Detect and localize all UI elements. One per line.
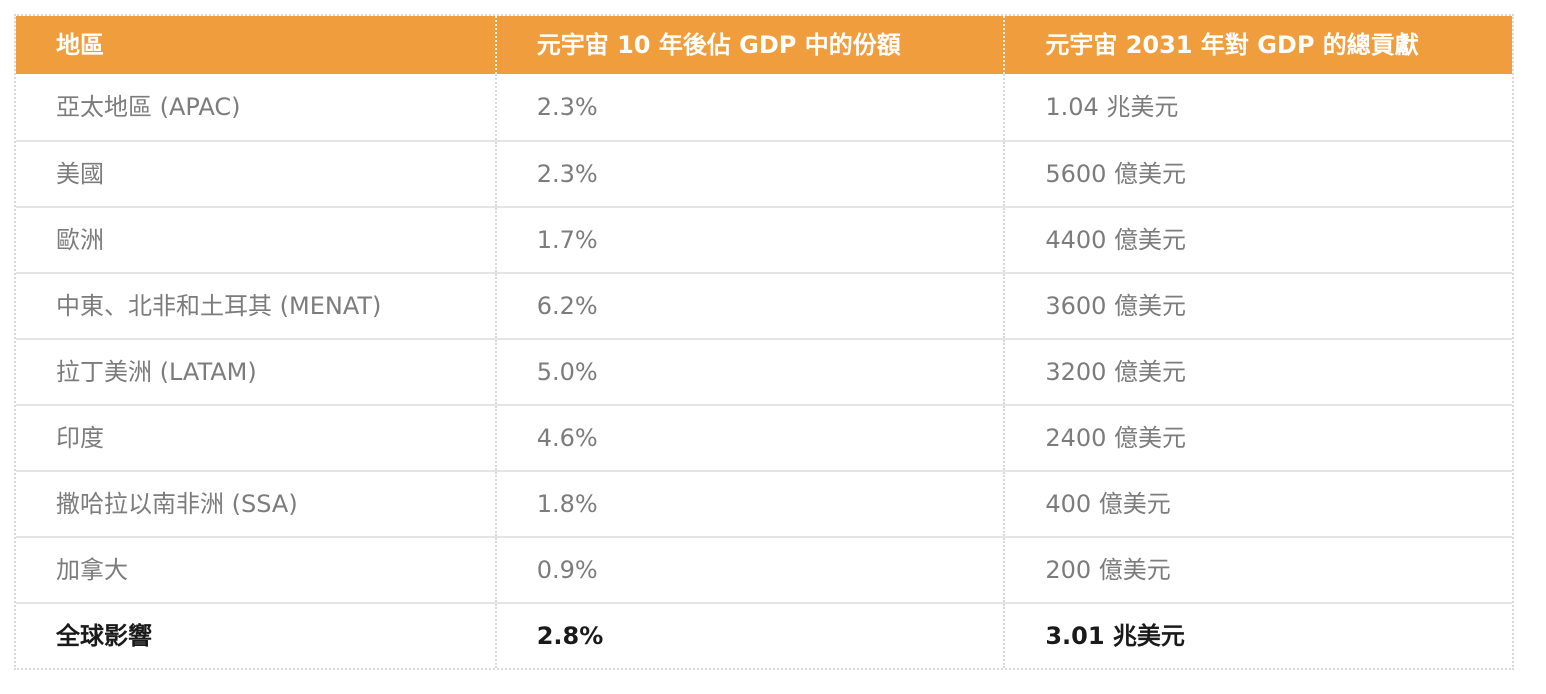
region-cell: 加拿大 bbox=[56, 556, 128, 584]
gdp-share-cell: 2.8% bbox=[494, 604, 1004, 668]
gdp-share-cell: 5.0% bbox=[494, 340, 1004, 404]
column-header-gdp-share: 元宇宙 10 年後佔 GDP 中的份額 bbox=[494, 16, 1004, 74]
gdp-contribution-cell: 2400 億美元 bbox=[1003, 406, 1512, 470]
table-row-ssa: 撒哈拉以南非洲 (SSA) 1.8% 400 億美元 bbox=[16, 470, 1512, 536]
table-row-menat: 中東、北非和土耳其 (MENAT) 6.2% 3600 億美元 bbox=[16, 272, 1512, 338]
region-cell: 全球影響 bbox=[56, 622, 152, 650]
table-row-canada: 加拿大 0.9% 200 億美元 bbox=[16, 536, 1512, 602]
region-cell: 拉丁美洲 (LATAM) bbox=[56, 358, 257, 386]
gdp-share-cell: 6.2% bbox=[494, 274, 1004, 338]
column-header-region: 地區 bbox=[56, 31, 104, 59]
region-cell: 印度 bbox=[56, 424, 104, 452]
table-row-europe: 歐洲 1.7% 4400 億美元 bbox=[16, 206, 1512, 272]
gdp-share-cell: 4.6% bbox=[494, 406, 1004, 470]
column-header-gdp-contribution: 元宇宙 2031 年對 GDP 的總貢獻 bbox=[1003, 16, 1512, 74]
gdp-share-cell: 2.3% bbox=[494, 74, 1004, 140]
gdp-contribution-cell: 5600 億美元 bbox=[1003, 142, 1512, 206]
table-header-row: 地區 元宇宙 10 年後佔 GDP 中的份額 元宇宙 2031 年對 GDP 的… bbox=[16, 16, 1512, 74]
gdp-share-cell: 2.3% bbox=[494, 142, 1004, 206]
gdp-contribution-cell: 400 億美元 bbox=[1003, 472, 1512, 536]
table-row-india: 印度 4.6% 2400 億美元 bbox=[16, 404, 1512, 470]
gdp-share-cell: 1.8% bbox=[494, 472, 1004, 536]
table-row-apac: 亞太地區 (APAC) 2.3% 1.04 兆美元 bbox=[16, 74, 1512, 140]
region-cell: 中東、北非和土耳其 (MENAT) bbox=[56, 292, 382, 320]
gdp-contribution-cell: 1.04 兆美元 bbox=[1003, 74, 1512, 140]
region-cell: 亞太地區 (APAC) bbox=[56, 93, 241, 121]
table-row-us: 美國 2.3% 5600 億美元 bbox=[16, 140, 1512, 206]
gdp-contribution-cell: 3.01 兆美元 bbox=[1003, 604, 1512, 668]
gdp-share-cell: 1.7% bbox=[494, 208, 1004, 272]
gdp-contribution-cell: 3200 億美元 bbox=[1003, 340, 1512, 404]
metaverse-gdp-table: 地區 元宇宙 10 年後佔 GDP 中的份額 元宇宙 2031 年對 GDP 的… bbox=[14, 14, 1514, 670]
gdp-share-cell: 0.9% bbox=[494, 538, 1004, 602]
region-cell: 歐洲 bbox=[56, 226, 104, 254]
gdp-contribution-cell: 3600 億美元 bbox=[1003, 274, 1512, 338]
table-row-latam: 拉丁美洲 (LATAM) 5.0% 3200 億美元 bbox=[16, 338, 1512, 404]
table-row-global-total: 全球影響 2.8% 3.01 兆美元 bbox=[16, 602, 1512, 668]
gdp-contribution-cell: 4400 億美元 bbox=[1003, 208, 1512, 272]
gdp-contribution-cell: 200 億美元 bbox=[1003, 538, 1512, 602]
region-cell: 撒哈拉以南非洲 (SSA) bbox=[56, 490, 298, 518]
region-cell: 美國 bbox=[56, 160, 104, 188]
